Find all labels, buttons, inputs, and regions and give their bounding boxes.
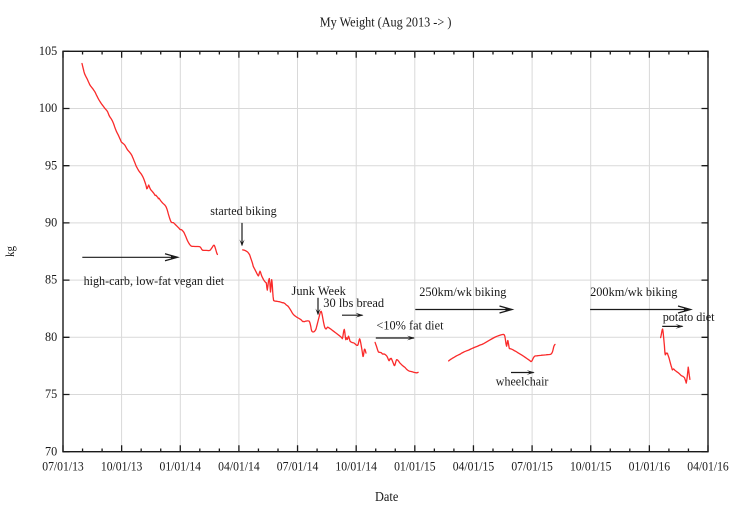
svg-text:kg: kg — [3, 245, 17, 257]
svg-text:95: 95 — [45, 158, 57, 172]
svg-text:My Weight (Aug 2013 -> ): My Weight (Aug 2013 -> ) — [320, 15, 452, 31]
svg-text:04/01/14: 04/01/14 — [218, 460, 260, 474]
svg-text:potato diet: potato diet — [663, 310, 715, 324]
svg-text:07/01/13: 07/01/13 — [42, 460, 84, 474]
svg-text:105: 105 — [39, 44, 57, 58]
svg-text:200km/wk biking: 200km/wk biking — [590, 285, 678, 299]
svg-text:04/01/15: 04/01/15 — [453, 460, 495, 474]
svg-text:100: 100 — [39, 101, 57, 115]
svg-text:01/01/14: 01/01/14 — [160, 460, 202, 474]
svg-text:Date: Date — [375, 489, 398, 504]
svg-text:10/01/14: 10/01/14 — [335, 460, 377, 474]
svg-text:started biking: started biking — [210, 204, 277, 218]
svg-text:90: 90 — [45, 216, 57, 230]
svg-text:wheelchair: wheelchair — [496, 375, 549, 389]
svg-text:07/01/14: 07/01/14 — [277, 460, 319, 474]
svg-text:01/01/15: 01/01/15 — [394, 460, 436, 474]
svg-text:80: 80 — [45, 330, 57, 344]
svg-text:07/01/15: 07/01/15 — [511, 460, 553, 474]
svg-text:250km/wk biking: 250km/wk biking — [419, 285, 507, 299]
svg-text:10/01/13: 10/01/13 — [101, 460, 142, 474]
svg-text:<10% fat diet: <10% fat diet — [376, 319, 444, 333]
svg-text:70: 70 — [45, 444, 57, 458]
svg-text:04/01/16: 04/01/16 — [687, 460, 729, 474]
svg-text:high-carb, low-fat vegan diet: high-carb, low-fat vegan diet — [84, 274, 225, 288]
svg-text:75: 75 — [45, 387, 57, 401]
svg-text:10/01/15: 10/01/15 — [570, 460, 612, 474]
svg-text:01/01/16: 01/01/16 — [629, 460, 671, 474]
svg-text:30 lbs bread: 30 lbs bread — [323, 296, 385, 310]
svg-text:85: 85 — [45, 273, 57, 287]
svg-text:Junk Week: Junk Week — [292, 284, 347, 298]
